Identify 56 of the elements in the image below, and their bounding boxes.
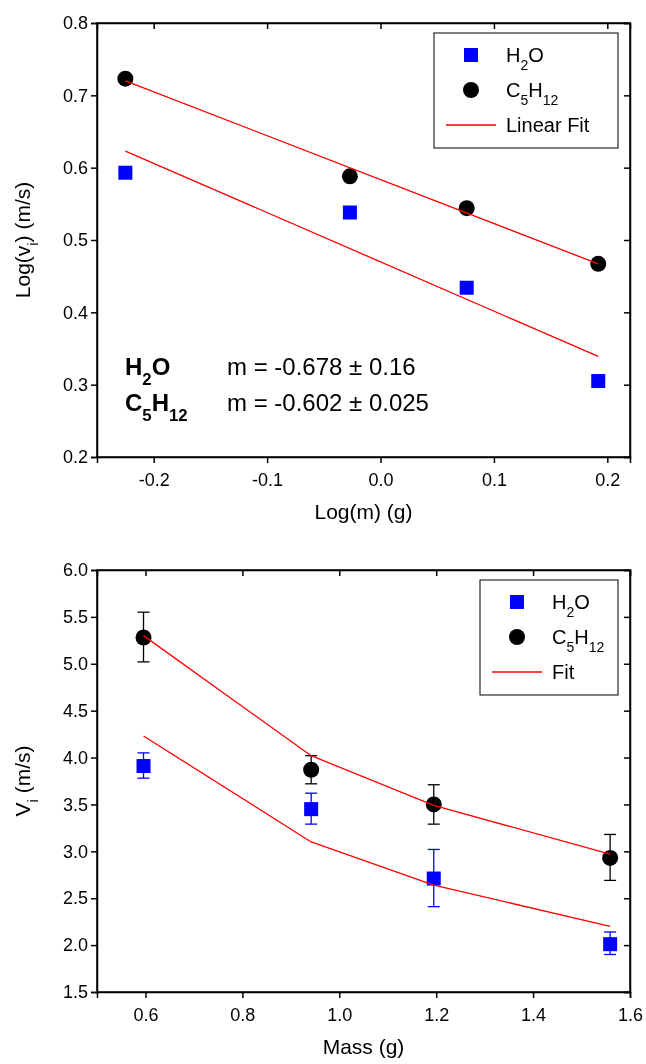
point bbox=[459, 280, 474, 295]
legend-label: H$_{2}$O bbox=[552, 591, 590, 620]
annotation: C$_{5}$H$_{12}$ bbox=[125, 389, 188, 425]
x-tick-label: 1.2 bbox=[424, 1004, 450, 1025]
annotation: m = -0.602 ± 0.025 bbox=[227, 389, 429, 416]
y-tick-label: 2.0 bbox=[62, 935, 88, 956]
point bbox=[135, 629, 152, 646]
y-tick-label: 0.6 bbox=[62, 157, 88, 178]
legend-label: C$_{5}$H$_{12}$ bbox=[506, 79, 559, 108]
y-tick-label: 4.5 bbox=[62, 700, 88, 721]
x-tick-label: -0.1 bbox=[252, 469, 284, 490]
x-tick-label: 0.6 bbox=[133, 1004, 159, 1025]
y-tick-label: 2.5 bbox=[62, 888, 88, 909]
point bbox=[591, 374, 606, 389]
legend-label: Fit bbox=[552, 661, 575, 683]
y-tick-label: 0.4 bbox=[62, 302, 88, 323]
y-tick-label: 0.8 bbox=[62, 13, 88, 34]
y-tick-label: 4.0 bbox=[62, 747, 88, 768]
y-tick-label: 5.0 bbox=[62, 654, 88, 675]
x-axis-title: Mass (g) bbox=[322, 1035, 405, 1058]
point bbox=[118, 165, 133, 180]
line-series bbox=[142, 735, 611, 928]
y-tick-label: 3.0 bbox=[62, 841, 88, 862]
y-tick-label: 0.3 bbox=[62, 374, 88, 395]
x-tick-label: 0.1 bbox=[481, 469, 507, 490]
y-tick-label: 0.7 bbox=[62, 85, 88, 106]
y-tick-label: 3.5 bbox=[62, 794, 88, 815]
point bbox=[426, 871, 441, 886]
y-tick-label: 1.5 bbox=[62, 982, 88, 1003]
y-tick-label: 0.2 bbox=[62, 447, 88, 468]
x-tick-label: -0.2 bbox=[138, 469, 170, 490]
point bbox=[342, 205, 357, 220]
point bbox=[303, 761, 320, 778]
legend-label: H$_{2}$O bbox=[506, 44, 544, 73]
x-tick-label: 1.6 bbox=[617, 1004, 644, 1025]
x-tick-label: 0.8 bbox=[230, 1004, 256, 1025]
x-axis-title: Log(m) (g) bbox=[314, 500, 413, 523]
point bbox=[341, 168, 358, 185]
annotation: H$_{2}$O bbox=[125, 353, 171, 389]
legend-label: C$_{5}$H$_{12}$ bbox=[552, 626, 605, 655]
y-tick-label: 0.5 bbox=[62, 230, 88, 251]
x-tick-label: 1.4 bbox=[521, 1004, 547, 1025]
annotation: m = -0.678 ± 0.16 bbox=[227, 353, 416, 380]
point bbox=[602, 849, 619, 866]
point bbox=[590, 255, 607, 272]
point bbox=[117, 70, 134, 87]
point bbox=[304, 802, 319, 817]
y-tick-label: 6.0 bbox=[62, 560, 88, 581]
point bbox=[603, 937, 618, 952]
legend-label: Linear Fit bbox=[506, 114, 590, 136]
y-tick-label: 5.5 bbox=[62, 607, 88, 628]
x-tick-label: 0.0 bbox=[368, 469, 394, 490]
x-tick-label: 0.2 bbox=[595, 469, 621, 490]
point bbox=[136, 759, 151, 773]
x-tick-label: 1.0 bbox=[327, 1004, 353, 1025]
point bbox=[458, 200, 475, 217]
